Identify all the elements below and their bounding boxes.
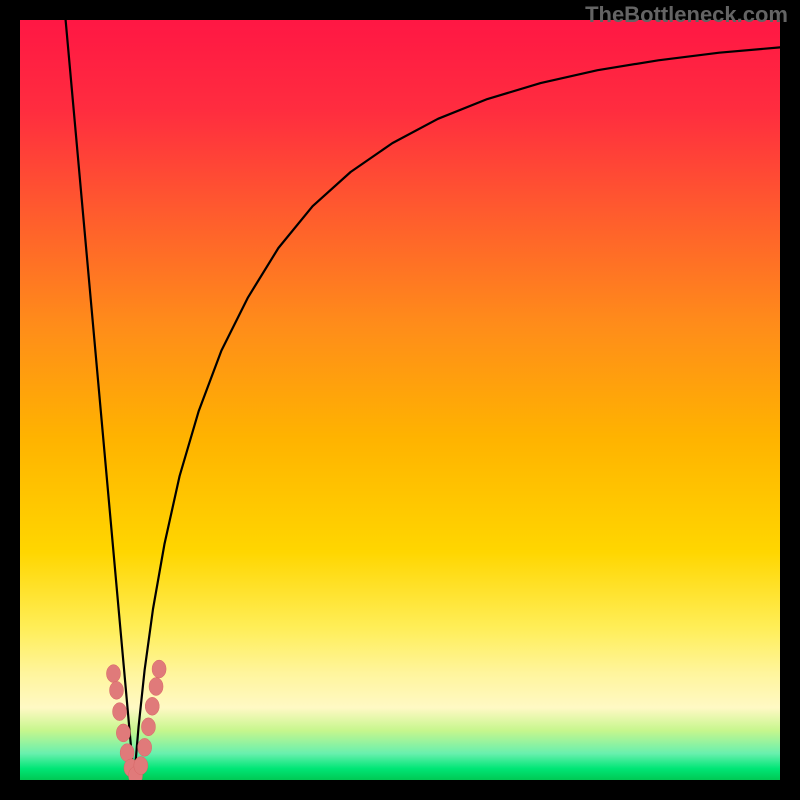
data-marker	[106, 665, 120, 683]
data-marker	[116, 724, 130, 742]
data-marker	[113, 703, 127, 721]
data-marker	[141, 718, 155, 736]
data-marker	[110, 681, 124, 699]
chart-svg	[20, 20, 780, 780]
data-marker	[138, 738, 152, 756]
data-marker	[134, 757, 148, 775]
data-marker	[145, 697, 159, 715]
gradient-background	[20, 20, 780, 780]
plot-area	[20, 20, 780, 780]
watermark-text: TheBottleneck.com	[585, 2, 788, 28]
data-marker	[152, 660, 166, 678]
data-marker	[149, 678, 163, 696]
